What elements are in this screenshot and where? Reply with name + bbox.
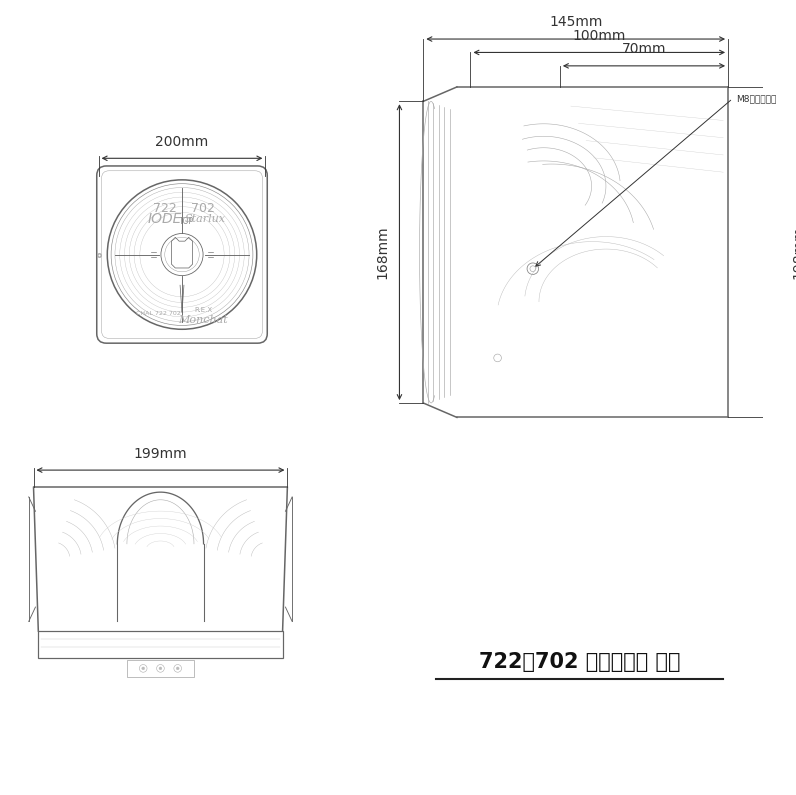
Bar bbox=[38, 631, 283, 657]
Text: 722: 722 bbox=[153, 202, 177, 215]
Text: Starlux: Starlux bbox=[185, 214, 225, 224]
Text: Monchat: Monchat bbox=[178, 315, 228, 324]
Circle shape bbox=[142, 667, 145, 670]
Text: CHAL 722 702: CHAL 722 702 bbox=[135, 312, 181, 316]
Text: 722・702 フルキット 汎用: 722・702 フルキット 汎用 bbox=[478, 652, 681, 672]
Text: 168mm: 168mm bbox=[375, 225, 389, 279]
Text: 200mm: 200mm bbox=[155, 134, 209, 149]
Circle shape bbox=[159, 667, 162, 670]
Text: 198mm: 198mm bbox=[791, 225, 796, 279]
Text: R.E.X: R.E.X bbox=[194, 307, 213, 313]
Text: 70mm: 70mm bbox=[622, 42, 666, 56]
Circle shape bbox=[176, 667, 179, 670]
Text: IODE: IODE bbox=[147, 212, 182, 226]
Text: TOP: TOP bbox=[179, 217, 194, 226]
Text: 100mm: 100mm bbox=[572, 29, 626, 43]
Bar bbox=[127, 660, 194, 677]
Text: 702: 702 bbox=[191, 202, 215, 215]
Text: M8ボルト使用: M8ボルト使用 bbox=[736, 94, 776, 103]
Text: 145mm: 145mm bbox=[549, 15, 603, 29]
Text: 199mm: 199mm bbox=[134, 447, 187, 460]
